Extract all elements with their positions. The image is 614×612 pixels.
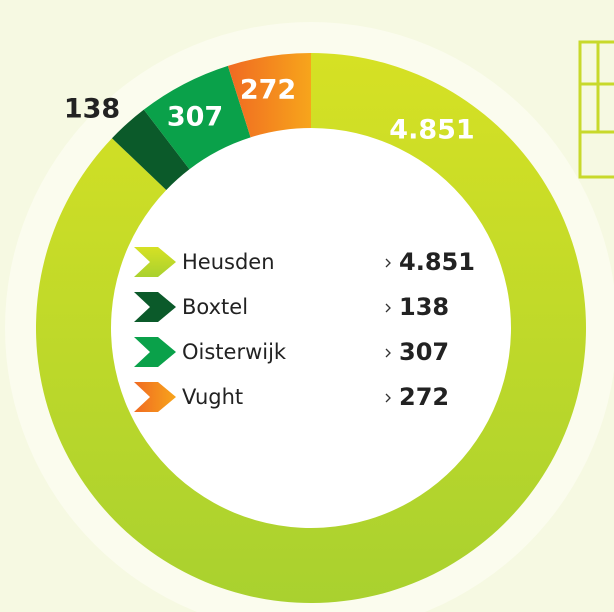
legend-value: 307 [399,338,449,366]
legend-label: Heusden [182,250,275,274]
legend-value: 4.851 [399,248,475,276]
legend-chevron [134,247,176,277]
legend-arrow [385,258,391,268]
legend-chevron [134,337,176,367]
legend-chevron [134,382,176,412]
legend-label: Boxtel [182,295,248,319]
legend-arrow [385,393,391,403]
legend-label: Oisterwijk [182,340,287,364]
side-table [578,40,614,179]
donut-segment [143,65,251,170]
legend-arrow [385,348,391,358]
donut-hole [111,128,511,528]
legend-value: 272 [399,383,449,411]
legend-value: 138 [399,293,449,321]
segment-label: 4.851 [389,115,474,146]
legend-label: Vught [182,385,243,409]
segment-label: 307 [167,102,223,133]
donut-segment [227,53,311,138]
legend-arrow [385,303,391,313]
donut-segment [111,109,190,190]
legend-chevron [134,292,176,322]
segment-label: 138 [64,94,120,125]
segment-label: 272 [240,75,296,106]
